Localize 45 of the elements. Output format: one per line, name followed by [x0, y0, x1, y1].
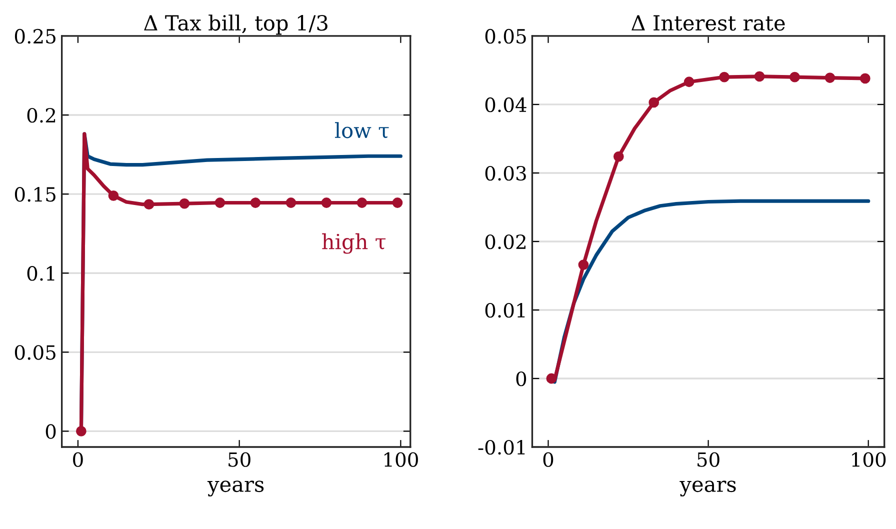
x-tick-label: 0 [73, 452, 83, 467]
x-tick-label: 50 [698, 452, 720, 467]
point [76, 426, 86, 436]
x-tick-label: 100 [384, 452, 418, 467]
point [144, 199, 154, 210]
y-tick-label: 0.25 [14, 28, 56, 44]
x-tick-label: 100 [852, 452, 886, 467]
point [860, 73, 870, 84]
y-tick-label: 0.05 [14, 345, 56, 360]
point [321, 198, 332, 208]
point [214, 198, 226, 208]
x-tick-label: 50 [228, 452, 250, 467]
point [578, 260, 589, 270]
y-tick-label: 0.1 [27, 266, 54, 281]
chart-title: Δ Tax bill, top 1/3 [144, 14, 328, 35]
y-tick-label: 0 [516, 371, 526, 386]
series-label: low τ [334, 122, 389, 138]
y-tick-label: -0.01 [478, 440, 525, 455]
x-axis-title: years [207, 480, 264, 496]
x-axis-title: years [680, 480, 736, 496]
point [613, 151, 624, 162]
point [648, 97, 660, 108]
point [286, 198, 296, 208]
point [250, 198, 261, 208]
point [356, 198, 368, 208]
y-tick-label: 0.02 [485, 234, 526, 250]
point [108, 190, 119, 201]
y-tick-label: 0.03 [485, 166, 526, 181]
chart-title: Δ Interest rate [632, 15, 785, 31]
series-label: high τ [322, 233, 386, 254]
point [392, 198, 403, 208]
y-tick-label: 0 [46, 424, 56, 439]
point [179, 198, 190, 209]
point [824, 72, 836, 83]
y-tick-label: 0.01 [485, 302, 525, 318]
y-tick-label: 0.2 [27, 108, 56, 123]
point [790, 72, 800, 82]
y-tick-label: 0.15 [14, 187, 56, 202]
point [719, 72, 730, 82]
y-tick-label: 0.04 [485, 97, 526, 112]
point [754, 71, 765, 82]
x-tick-label: 0 [543, 452, 554, 467]
point [546, 373, 557, 384]
point [684, 76, 694, 88]
y-tick-label: 0.05 [485, 28, 526, 44]
